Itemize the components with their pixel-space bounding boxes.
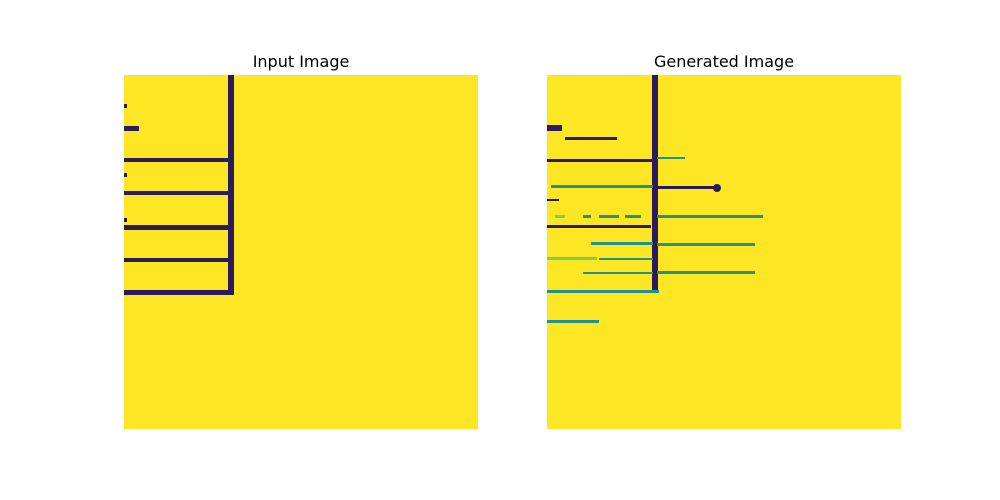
input-background [124, 75, 478, 429]
input-horizontal-line [124, 290, 234, 295]
input-image [124, 75, 478, 429]
input-horizontal-line [124, 191, 232, 195]
generated-horizontal-line [657, 271, 755, 274]
generated-horizontal-line [547, 257, 597, 260]
generated-horizontal-line [657, 243, 755, 246]
generated-horizontal-line [565, 137, 617, 140]
generated-edge-mark [547, 125, 562, 131]
generated-horizontal-line [657, 157, 685, 159]
generated-horizontal-line [657, 186, 717, 189]
input-image-title: Input Image [252, 52, 350, 71]
input-image-canvas [124, 75, 478, 429]
generated-background [547, 75, 901, 429]
generated-horizontal-line [547, 320, 599, 323]
generated-dash [625, 215, 641, 218]
generated-image-title: Generated Image [653, 52, 795, 71]
generated-dash [583, 215, 591, 218]
generated-edge-mark [547, 199, 559, 201]
generated-horizontal-line [547, 225, 651, 228]
generated-image [547, 75, 901, 429]
generated-horizontal-line [599, 258, 653, 260]
input-edge-mark [124, 126, 139, 131]
generated-dash [555, 215, 565, 218]
input-edge-mark [124, 173, 127, 177]
generated-horizontal-line [547, 290, 659, 293]
generated-horizontal-line [583, 272, 653, 274]
generated-dash [599, 215, 619, 218]
input-horizontal-line [124, 158, 232, 162]
input-vertical-line [228, 75, 234, 294]
input-horizontal-line [124, 225, 232, 230]
input-edge-mark [124, 104, 127, 108]
generated-dot [713, 184, 721, 192]
generated-horizontal-line [547, 159, 653, 162]
generated-horizontal-line [657, 215, 763, 218]
input-horizontal-line [124, 258, 232, 262]
generated-vertical-line [652, 75, 658, 293]
generated-image-canvas [547, 75, 901, 429]
input-edge-mark [124, 218, 127, 222]
generated-horizontal-line [551, 185, 653, 188]
generated-horizontal-line [591, 242, 653, 245]
